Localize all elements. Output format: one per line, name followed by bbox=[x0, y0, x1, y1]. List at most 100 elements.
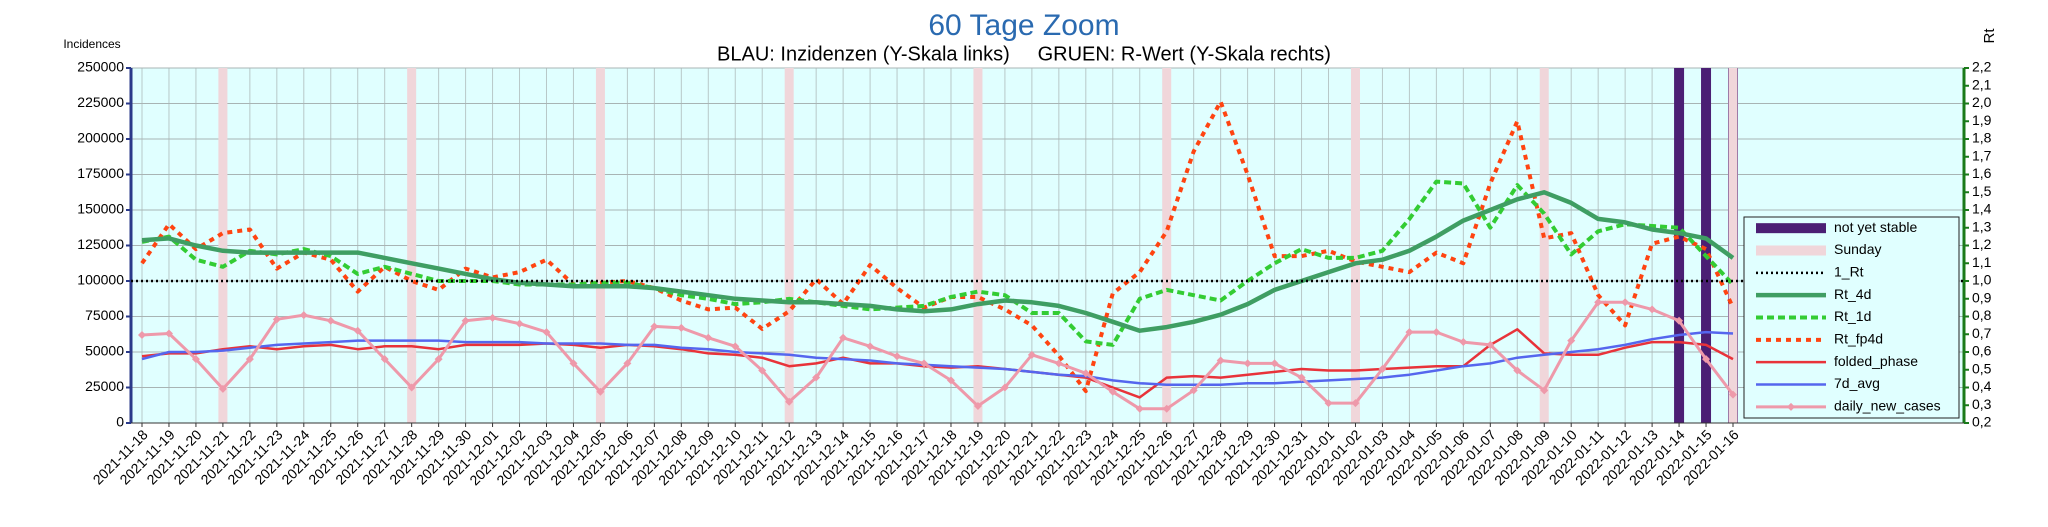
data-point bbox=[1621, 298, 1630, 307]
highlight-bar bbox=[1162, 68, 1172, 423]
y-tick-label: 75000 bbox=[85, 307, 124, 323]
legend-swatch bbox=[1756, 223, 1826, 234]
highlight-bar bbox=[1674, 68, 1685, 423]
data-point bbox=[1378, 365, 1387, 374]
series-line bbox=[141, 328, 1734, 399]
data-point bbox=[1729, 390, 1737, 399]
data-point bbox=[1432, 328, 1441, 337]
data-point bbox=[1108, 387, 1117, 396]
y-tick-label: 100000 bbox=[77, 272, 124, 288]
data-point bbox=[461, 316, 470, 325]
y2-tick-label: 1,0 bbox=[1972, 272, 1992, 288]
legend-label: 7d_avg bbox=[1834, 375, 1880, 391]
highlight-bar bbox=[407, 68, 417, 423]
data-point bbox=[1702, 355, 1711, 364]
legend-label: not yet stable bbox=[1834, 219, 1917, 235]
data-point bbox=[1648, 305, 1657, 314]
y2-tick-label: 0,9 bbox=[1972, 289, 1992, 305]
legend: not yet stable Sunday 1_Rt Rt_4d Rt_1d Rt_fp4… bbox=[1743, 216, 1960, 419]
data-point bbox=[1324, 399, 1333, 408]
data-point bbox=[218, 384, 227, 393]
y-tick-label: 25000 bbox=[85, 378, 124, 394]
y2-tick-label: 1,7 bbox=[1972, 147, 1992, 163]
data-point bbox=[1162, 404, 1171, 413]
data-point bbox=[1216, 356, 1225, 365]
y2-tick-label: 2,0 bbox=[1972, 94, 1992, 110]
data-point bbox=[1675, 316, 1684, 325]
data-point bbox=[326, 316, 335, 325]
series-line bbox=[141, 179, 1735, 347]
legend-label: Rt_4d bbox=[1834, 286, 1871, 302]
y2-tick-label: 1,2 bbox=[1972, 236, 1992, 252]
data-point bbox=[1459, 338, 1468, 347]
chart-subtitle: BLAU: Inzidenzen (Y-Skala links) GRUEN: … bbox=[717, 43, 1331, 65]
y2-tick-label: 2,1 bbox=[1972, 76, 1992, 92]
legend-marker bbox=[1787, 402, 1795, 411]
data-point bbox=[758, 366, 767, 375]
highlight-bar bbox=[1701, 68, 1712, 423]
data-point bbox=[1081, 369, 1090, 378]
data-point bbox=[569, 359, 578, 368]
data-point bbox=[596, 387, 605, 396]
data-point bbox=[1594, 298, 1603, 307]
data-point bbox=[1351, 399, 1360, 408]
data-point bbox=[812, 373, 821, 382]
data-point bbox=[380, 355, 389, 364]
y2-tick-label: 1,4 bbox=[1972, 201, 1992, 217]
data-point bbox=[785, 397, 794, 406]
y2-tick-label: 1,3 bbox=[1972, 218, 1992, 234]
series-line bbox=[140, 99, 1735, 394]
y2-tick-label: 2,2 bbox=[1972, 59, 1992, 75]
legend-label: 1_Rt bbox=[1834, 264, 1864, 280]
data-point bbox=[1243, 359, 1252, 368]
legend-label: Sunday bbox=[1834, 241, 1881, 257]
data-point bbox=[973, 401, 982, 410]
data-point bbox=[1135, 404, 1144, 413]
data-point bbox=[650, 322, 659, 331]
y2-tick-label: 0,2 bbox=[1972, 414, 1992, 430]
legend-label: Rt_1d bbox=[1834, 308, 1871, 324]
highlight-bar bbox=[1350, 68, 1360, 423]
highlight-bar bbox=[1728, 68, 1738, 423]
y-tick-label: 50000 bbox=[85, 343, 124, 359]
data-point bbox=[1054, 359, 1063, 368]
y-tick-label: 175000 bbox=[77, 165, 124, 181]
data-point bbox=[731, 342, 740, 351]
data-point bbox=[1405, 328, 1414, 337]
y-tick-label: 225000 bbox=[77, 94, 124, 110]
series-line bbox=[141, 190, 1735, 333]
y2-tick-label: 0,5 bbox=[1972, 360, 1992, 376]
y2-tick-label: 1,1 bbox=[1972, 254, 1992, 270]
data-point bbox=[488, 313, 497, 322]
y2-tick-label: 1,9 bbox=[1972, 112, 1992, 128]
data-point bbox=[1567, 336, 1576, 345]
data-point bbox=[1189, 386, 1198, 395]
highlight-bar bbox=[1539, 68, 1549, 423]
data-point bbox=[946, 376, 955, 385]
data-point bbox=[1000, 383, 1009, 392]
data-point bbox=[299, 311, 308, 320]
chart-title: 60 Tage Zoom bbox=[928, 9, 1119, 42]
data-point bbox=[866, 342, 875, 351]
data-point bbox=[839, 333, 848, 342]
data-point bbox=[542, 328, 551, 337]
y2-tick-label: 0,8 bbox=[1972, 307, 1992, 323]
y2-tick-label: 0,3 bbox=[1972, 396, 1992, 412]
data-point bbox=[623, 359, 632, 368]
data-point bbox=[1513, 366, 1522, 375]
series-line bbox=[141, 300, 1735, 411]
highlight-bar bbox=[218, 68, 228, 423]
y-tick-label: 150000 bbox=[77, 201, 124, 217]
legend-swatch bbox=[1756, 245, 1826, 256]
y-tick-label: 250000 bbox=[77, 59, 124, 75]
data-point bbox=[1486, 340, 1495, 349]
y-axis-label: Incidences bbox=[63, 37, 120, 51]
y2-tick-label: 0,4 bbox=[1972, 378, 1992, 394]
legend-label: folded_phase bbox=[1834, 353, 1918, 369]
data-point bbox=[245, 355, 254, 364]
y-tick-label: 0 bbox=[116, 414, 124, 430]
data-point bbox=[1270, 359, 1279, 368]
y2-tick-label: 1,6 bbox=[1972, 165, 1992, 181]
